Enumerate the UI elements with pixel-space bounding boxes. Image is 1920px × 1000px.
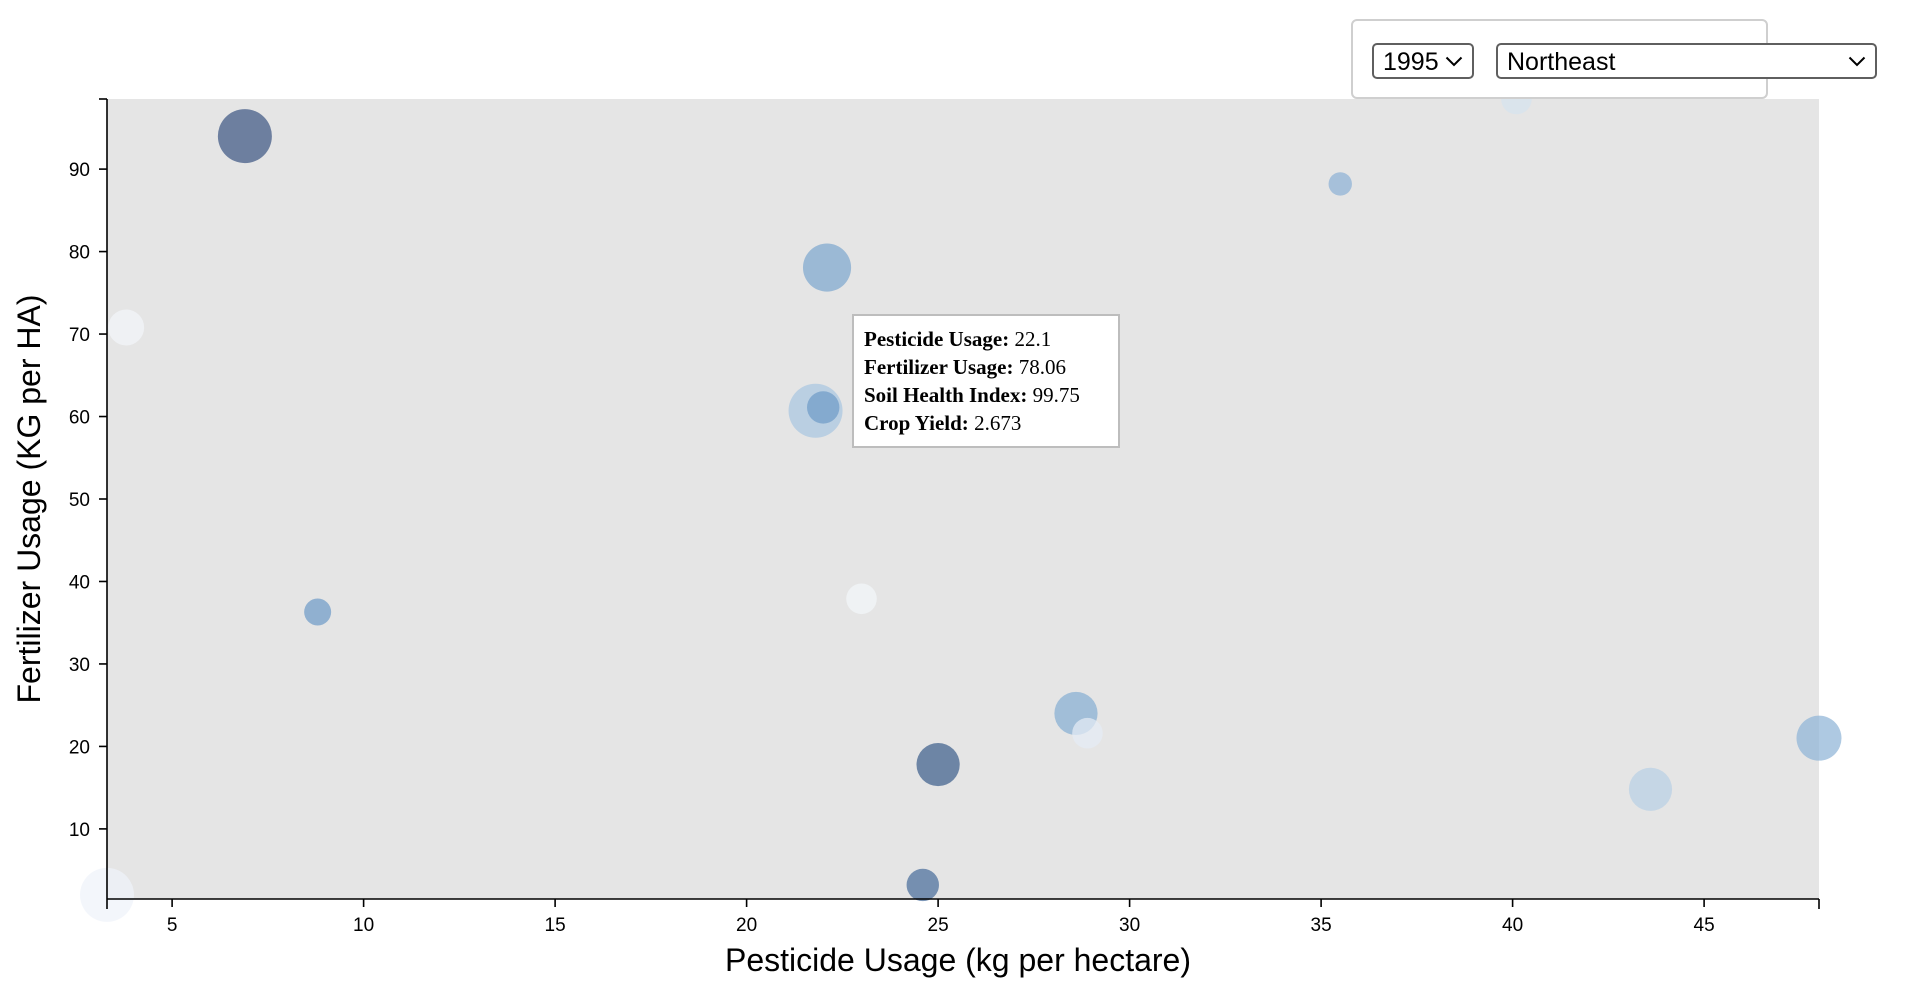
x-tick-label: 5 bbox=[167, 915, 178, 936]
data-point[interactable] bbox=[846, 583, 877, 615]
y-tick-label: 30 bbox=[69, 655, 90, 676]
x-tick-label: 45 bbox=[1694, 915, 1715, 936]
y-tick-label: 10 bbox=[69, 820, 90, 841]
data-point[interactable] bbox=[1628, 767, 1673, 811]
x-tick-label: 20 bbox=[736, 915, 757, 936]
x-tick-label: 25 bbox=[928, 915, 949, 936]
chevron-down-icon bbox=[1848, 56, 1866, 67]
data-point[interactable] bbox=[802, 243, 852, 292]
region-select[interactable]: Northeast bbox=[1496, 43, 1877, 79]
tooltip-row-soil-health: Soil Health Index: 99.75 bbox=[864, 383, 1080, 407]
year-select-value: 1995 bbox=[1383, 48, 1439, 76]
x-tick-label: 30 bbox=[1119, 915, 1140, 936]
tooltip-row-crop-yield: Crop Yield: 2.673 bbox=[864, 411, 1022, 435]
tooltip-row-fertilizer: Fertilizer Usage: 78.06 bbox=[864, 355, 1066, 379]
x-axis-title: Pesticide Usage (kg per hectare) bbox=[725, 942, 1191, 978]
plot-area bbox=[107, 99, 1819, 899]
filter-panel: 1995 Northeast bbox=[1351, 19, 1877, 99]
y-axis-ticks: 10 20 30 40 50 60 70 80 90 bbox=[69, 98, 107, 841]
data-tooltip: Pesticide Usage: 22.1 Fertilizer Usage: … bbox=[852, 314, 1120, 448]
year-select[interactable]: 1995 bbox=[1372, 43, 1474, 79]
y-tick-label: 60 bbox=[69, 408, 90, 429]
x-tick-label: 40 bbox=[1502, 915, 1523, 936]
y-tick-label: 80 bbox=[69, 243, 90, 264]
chevron-down-icon bbox=[1445, 56, 1463, 67]
x-axis-ticks: 5 10 15 20 25 30 35 40 45 bbox=[106, 899, 1820, 936]
region-select-value: Northeast bbox=[1507, 48, 1616, 76]
data-point[interactable] bbox=[217, 109, 272, 164]
data-point[interactable] bbox=[916, 742, 960, 787]
data-point[interactable] bbox=[1328, 172, 1352, 196]
data-point[interactable] bbox=[304, 598, 332, 626]
data-point[interactable] bbox=[807, 391, 840, 424]
y-tick-label: 90 bbox=[69, 160, 90, 181]
x-tick-label: 35 bbox=[1311, 915, 1332, 936]
y-tick-label: 50 bbox=[69, 490, 90, 511]
x-tick-label: 15 bbox=[545, 915, 566, 936]
data-point[interactable] bbox=[906, 868, 939, 902]
data-point[interactable] bbox=[108, 309, 145, 346]
y-tick-label: 20 bbox=[69, 737, 90, 758]
y-axis-title: Fertilizer Usage (KG per HA) bbox=[11, 295, 47, 704]
y-tick-label: 40 bbox=[69, 572, 90, 593]
y-tick-label: 70 bbox=[69, 325, 90, 346]
data-point[interactable] bbox=[1072, 717, 1103, 749]
data-point[interactable] bbox=[1796, 715, 1842, 761]
x-tick-label: 10 bbox=[353, 915, 374, 936]
tooltip-row-pesticide: Pesticide Usage: 22.1 bbox=[864, 327, 1052, 351]
